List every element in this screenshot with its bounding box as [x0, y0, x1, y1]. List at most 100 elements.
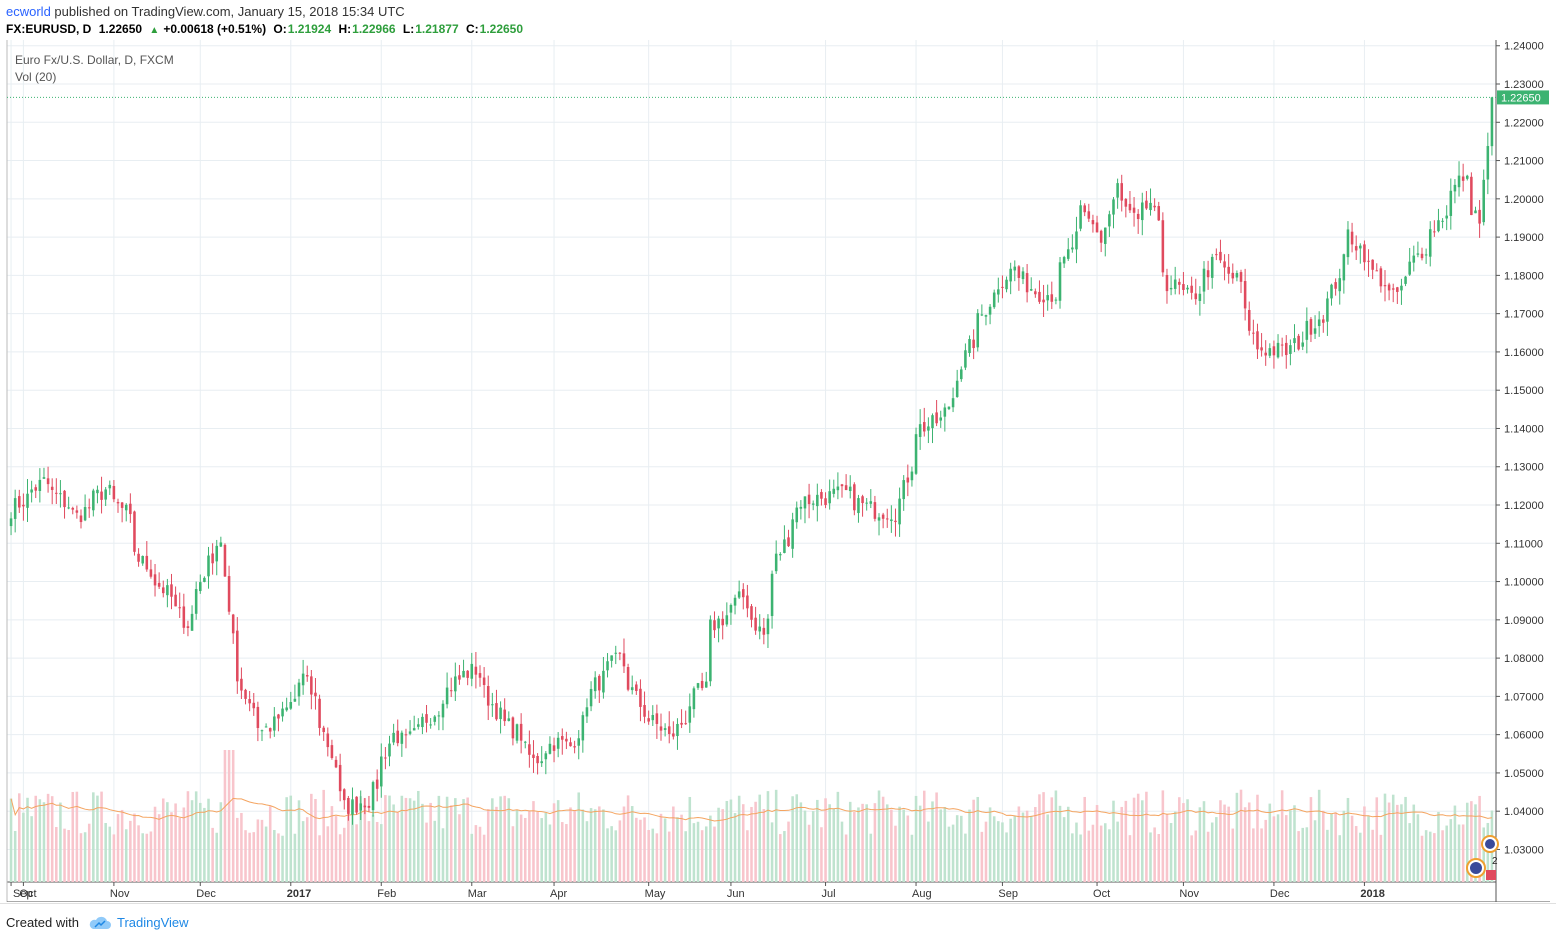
- volume-bar: [573, 810, 576, 882]
- candle: [79, 515, 83, 523]
- candle: [1145, 200, 1148, 209]
- x-tick-label: Oct: [1093, 888, 1110, 900]
- candle: [1231, 272, 1235, 279]
- candle: [1449, 190, 1453, 216]
- tradingview-link[interactable]: TradingView: [117, 915, 189, 930]
- volume-bar: [1342, 810, 1346, 882]
- candle: [1322, 319, 1325, 323]
- candle: [1161, 220, 1165, 273]
- candle: [491, 704, 494, 706]
- candle: [885, 518, 889, 520]
- candle: [190, 613, 194, 631]
- candle: [519, 723, 523, 741]
- volume-bar: [667, 831, 671, 882]
- volume-bar: [462, 799, 465, 882]
- candle: [688, 706, 692, 723]
- candle: [770, 573, 774, 617]
- candle: [890, 519, 893, 522]
- candle: [314, 692, 317, 697]
- volume-bar: [441, 828, 445, 882]
- candle: [561, 736, 564, 740]
- volume-indicator-label[interactable]: Vol (20): [15, 70, 57, 84]
- candle: [388, 743, 391, 757]
- candle: [256, 706, 260, 729]
- volume-bar: [1013, 815, 1017, 882]
- candle: [149, 569, 153, 577]
- volume-bar: [606, 828, 609, 882]
- candle: [375, 779, 379, 789]
- volume-bar: [157, 814, 161, 882]
- x-tick-label: Apr: [550, 888, 567, 900]
- volume-bar: [787, 821, 790, 882]
- candle: [166, 585, 169, 596]
- candle: [1350, 231, 1354, 245]
- candle: [762, 627, 766, 635]
- candle: [1260, 347, 1263, 351]
- candle: [124, 504, 128, 511]
- y-tick-label: 1.11000: [1504, 538, 1543, 550]
- candle: [116, 502, 120, 504]
- candle: [425, 714, 428, 723]
- candle: [1441, 220, 1444, 222]
- candle: [556, 737, 560, 749]
- candle: [1219, 251, 1222, 261]
- candle: [552, 745, 556, 751]
- candle: [310, 676, 313, 695]
- candle: [1461, 176, 1465, 181]
- candle: [1264, 352, 1267, 356]
- volume-bar: [561, 822, 564, 882]
- candle: [758, 626, 762, 632]
- candle: [1367, 260, 1370, 262]
- volume-bar: [503, 795, 506, 882]
- volume-bar: [713, 826, 716, 882]
- price-chart[interactable]: 1.24000 1.23000 1.22000 1.21000 1.20000 1.190…: [0, 40, 1556, 902]
- candle: [984, 315, 988, 317]
- candle: [729, 604, 733, 613]
- volume-bar: [1141, 800, 1144, 882]
- volume-bar: [433, 820, 437, 882]
- candle: [318, 698, 321, 728]
- volume-bar: [153, 806, 157, 882]
- volume-bar: [898, 806, 901, 882]
- candle: [663, 728, 667, 730]
- candle: [96, 489, 99, 494]
- candle: [1363, 244, 1366, 263]
- volume-bar: [384, 795, 387, 882]
- candle: [840, 484, 844, 487]
- candle: [1025, 273, 1029, 293]
- volume-bar: [248, 832, 251, 882]
- volume-bar: [1071, 833, 1074, 882]
- last-price-tag: [1497, 90, 1549, 105]
- volume-bar: [980, 831, 984, 882]
- candle: [1116, 183, 1119, 198]
- volume-bar: [454, 798, 457, 882]
- candle: [725, 615, 729, 625]
- volume-bar: [976, 796, 980, 882]
- volume-bar: [1021, 812, 1025, 882]
- candle: [1416, 253, 1420, 255]
- volume-bar: [219, 802, 223, 882]
- candle: [277, 714, 280, 719]
- volume-bar: [1169, 823, 1173, 882]
- author-link[interactable]: ecworld: [6, 4, 51, 19]
- volume-bar: [305, 817, 309, 882]
- candle: [194, 589, 198, 614]
- volume-bar: [50, 796, 54, 882]
- volume-bar: [943, 807, 947, 882]
- volume-bar: [351, 800, 354, 882]
- candle: [626, 667, 630, 690]
- volume-bar: [330, 806, 334, 882]
- volume-bar: [1182, 803, 1185, 882]
- y-tick-label: 1.16000: [1504, 347, 1544, 359]
- candle: [9, 518, 13, 527]
- volume-bar: [844, 834, 848, 882]
- volume-bar: [890, 809, 893, 882]
- candle: [211, 553, 214, 564]
- volume-bar: [322, 789, 325, 882]
- volume-bar: [482, 834, 486, 882]
- candle: [832, 488, 836, 494]
- candle: [618, 652, 622, 654]
- candle: [1437, 220, 1440, 232]
- candle: [215, 545, 219, 562]
- volume-bar: [318, 835, 321, 882]
